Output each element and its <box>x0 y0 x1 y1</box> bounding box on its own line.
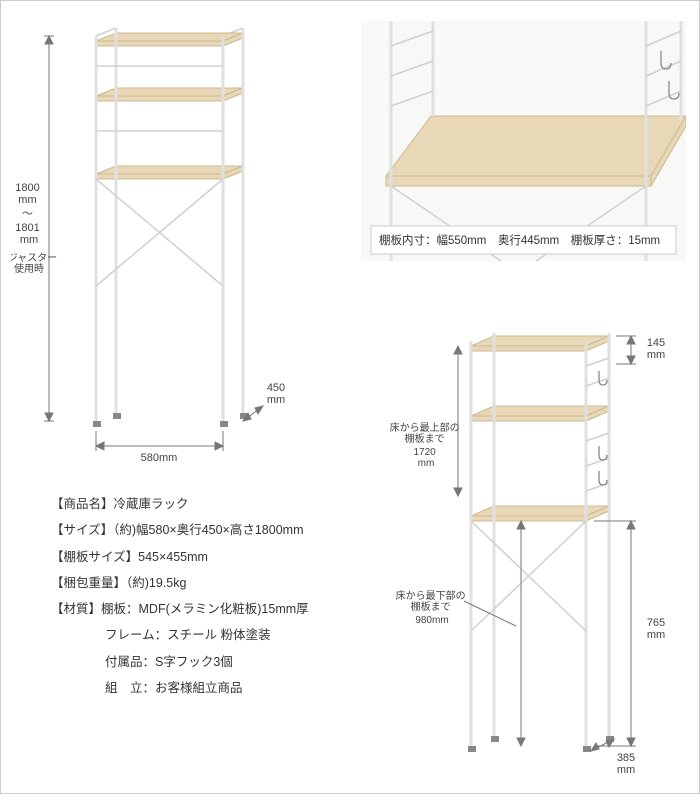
to-top-shelf-label: 床から最上部の 棚板まで 1720 mm <box>390 421 463 469</box>
depth-label-right: 385mm <box>617 752 635 776</box>
to-bottom-shelf-label: 床から最下部の 棚板まで 980mm <box>396 589 469 626</box>
right-height-label: 765mm <box>647 617 665 641</box>
height-range-label: 1800 mm 〜 1801 mm <box>15 182 43 246</box>
spec-size: 【サイズ】（約)幅580×奥行450×高さ1800mm <box>51 517 309 543</box>
spec-block: 【商品名】冷蔵庫ラック 【サイズ】（約)幅580×奥行450×高さ1800mm … <box>51 491 309 701</box>
spec-name: 【商品名】冷蔵庫ラック <box>51 491 309 517</box>
spec-material: 【材質】棚板：MDF(メラミン化粧板)15mm厚 フレーム：スチール 粉体塗装 … <box>51 596 309 701</box>
spec-weight: 【梱包重量】（約)19.5kg <box>51 570 309 596</box>
top-gap-label: 145mm <box>647 337 665 361</box>
closeup-photo: 棚板内寸：幅550mm 奥行445mm 棚板厚さ：15mm <box>361 21 686 281</box>
depth-label: 450mm <box>267 382 285 406</box>
photo-caption: 棚板内寸：幅550mm 奥行445mm 棚板厚さ：15mm <box>379 233 660 247</box>
left-rack-diagram: 1800 mm 〜 1801 mm アジャスター 使用時 <box>11 11 341 481</box>
width-label: 580mm <box>141 452 178 464</box>
spec-shelf-size: 【棚板サイズ】545×455mm <box>51 544 309 570</box>
adjuster-note: アジャスター 使用時 <box>11 252 60 275</box>
right-rack-diagram: 145mm 床から最上部の 棚板まで 1720 mm 床から最下部の 棚板まで … <box>376 316 696 786</box>
